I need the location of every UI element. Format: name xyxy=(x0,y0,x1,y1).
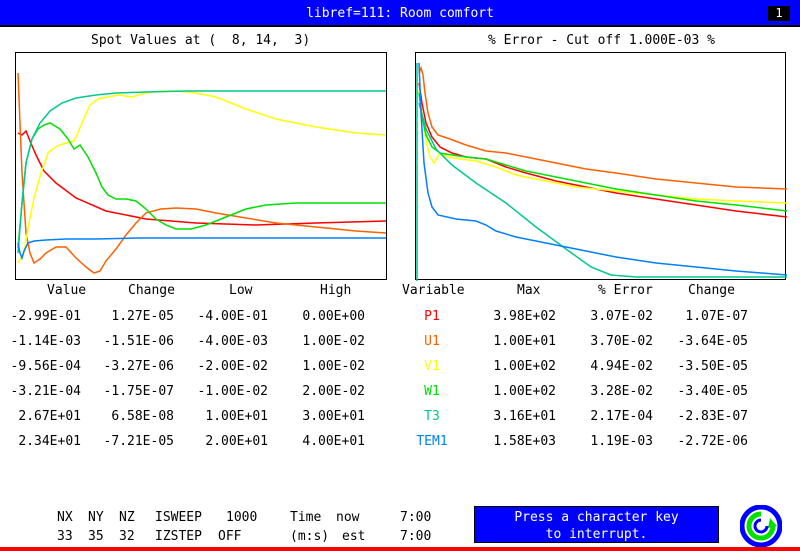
est-label: est xyxy=(342,529,366,544)
change-cell: -3.27E-06 xyxy=(103,359,174,374)
cycle-logo-icon xyxy=(740,505,782,547)
max-cell: 3.16E+01 xyxy=(493,409,556,424)
variable-name: TEM1 xyxy=(416,434,448,449)
tem1-curve xyxy=(17,237,386,261)
v1-curve xyxy=(17,90,387,264)
error-change-cell: -2.72E-06 xyxy=(677,434,748,449)
interrupt-prompt-line2: to interrupt. xyxy=(545,527,648,542)
nz-label: NZ xyxy=(119,510,135,525)
window-title: libref=111: Room comfort xyxy=(306,6,494,21)
low-cell: -1.00E-02 xyxy=(197,384,268,399)
header-low: Low xyxy=(229,283,253,298)
change-cell: -1.75E-07 xyxy=(103,384,174,399)
interrupt-prompt-line1: Press a character key xyxy=(514,510,679,525)
spot-values-title: Spot Values at ( 8, 14, 3) xyxy=(91,33,311,48)
variable-name: U1 xyxy=(424,334,440,349)
change-cell: 1.27E-05 xyxy=(111,309,174,324)
izstep-value: OFF xyxy=(218,529,242,544)
t3-error-curve xyxy=(418,102,787,278)
low-cell: -2.00E-02 xyxy=(197,359,268,374)
ny-label: NY xyxy=(88,510,104,525)
w1-error-curve xyxy=(418,92,787,212)
error-change-cell: -3.64E-05 xyxy=(677,334,748,349)
variable-name: P1 xyxy=(424,309,440,324)
max-cell: 1.00E+02 xyxy=(493,384,556,399)
error-change-cell: -2.83E-07 xyxy=(677,409,748,424)
interrupt-prompt[interactable]: Press a character key to interrupt. xyxy=(474,506,719,543)
page-number-badge: 1 xyxy=(768,6,790,21)
nz-value: 32 xyxy=(119,529,135,544)
change-cell: -7.21E-05 xyxy=(103,434,174,449)
error-cell: 4.94E-02 xyxy=(590,359,653,374)
error-cell: 1.19E-03 xyxy=(590,434,653,449)
variable-name: T3 xyxy=(424,409,440,424)
isweep-label: ISWEEP xyxy=(155,510,202,525)
low-cell: -4.00E-03 xyxy=(197,334,268,349)
ms-label: (m:s) xyxy=(290,529,330,544)
error-plot xyxy=(415,52,787,281)
header-variable: Variable xyxy=(402,283,465,298)
u1-error-curve xyxy=(418,65,787,190)
value-cell: 2.67E+01 xyxy=(18,409,81,424)
value-cell: -3.21E-04 xyxy=(10,384,81,399)
izstep-label: IZSTEP xyxy=(155,529,202,544)
time-now-value: 7:00 xyxy=(400,510,432,525)
change-cell: 6.58E-08 xyxy=(111,409,174,424)
max-cell: 1.00E+02 xyxy=(493,359,556,374)
error-cell: 3.70E-02 xyxy=(590,334,653,349)
ny-value: 35 xyxy=(88,529,104,544)
now-label: now xyxy=(336,510,360,525)
error-change-cell: -3.40E-05 xyxy=(677,384,748,399)
low-cell: 2.00E+01 xyxy=(205,434,268,449)
spot-values-curves xyxy=(17,72,387,274)
high-cell: 3.00E+01 xyxy=(302,409,365,424)
bottom-divider xyxy=(0,547,800,551)
change-cell: -1.51E-06 xyxy=(103,334,174,349)
error-cell: 3.28E-02 xyxy=(590,384,653,399)
title-bar: libref=111: Room comfort 1 xyxy=(0,0,800,27)
p1-error-curve xyxy=(418,82,787,218)
low-cell: -4.00E-01 xyxy=(197,309,268,324)
error-change-cell: 1.07E-07 xyxy=(685,309,748,324)
nx-value: 33 xyxy=(57,529,73,544)
header-high: High xyxy=(320,283,352,298)
w1-curve xyxy=(17,122,386,249)
error-title: % Error - Cut off 1.000E-03 % xyxy=(488,33,715,48)
error-curves xyxy=(416,62,787,281)
value-cell: -9.56E-04 xyxy=(10,359,81,374)
error-cell: 2.17E-04 xyxy=(590,409,653,424)
header-max: Max xyxy=(517,283,541,298)
high-cell: 4.00E+01 xyxy=(302,434,365,449)
error-cell: 3.07E-02 xyxy=(590,309,653,324)
variable-name: V1 xyxy=(424,359,440,374)
low-cell: 1.00E+01 xyxy=(205,409,268,424)
p1-curve xyxy=(17,129,387,226)
header-value: Value xyxy=(47,283,87,298)
max-cell: 1.58E+03 xyxy=(493,434,556,449)
max-cell: 3.98E+02 xyxy=(493,309,556,324)
high-cell: 0.00E+00 xyxy=(302,309,365,324)
error-change-cell: -3.50E-05 xyxy=(677,359,748,374)
high-cell: 2.00E-02 xyxy=(302,384,365,399)
header-change-error: Change xyxy=(688,283,735,298)
nx-label: NX xyxy=(57,510,73,525)
spot-values-plot xyxy=(15,52,387,280)
time-label: Time xyxy=(290,510,322,525)
high-cell: 1.00E-02 xyxy=(302,359,365,374)
time-est-value: 7:00 xyxy=(400,529,432,544)
variable-name: W1 xyxy=(424,384,440,399)
isweep-value: 1000 xyxy=(226,510,258,525)
t3-curve xyxy=(17,90,386,254)
high-cell: 1.00E-02 xyxy=(302,334,365,349)
value-cell: -1.14E-03 xyxy=(10,334,81,349)
value-cell: -2.99E-01 xyxy=(10,309,81,324)
header-percent-error: % Error xyxy=(598,283,653,298)
max-cell: 1.00E+01 xyxy=(493,334,556,349)
header-change: Change xyxy=(128,283,175,298)
tem1-error-curve xyxy=(418,62,787,276)
value-cell: 2.34E+01 xyxy=(18,434,81,449)
u1-curve xyxy=(17,72,387,274)
